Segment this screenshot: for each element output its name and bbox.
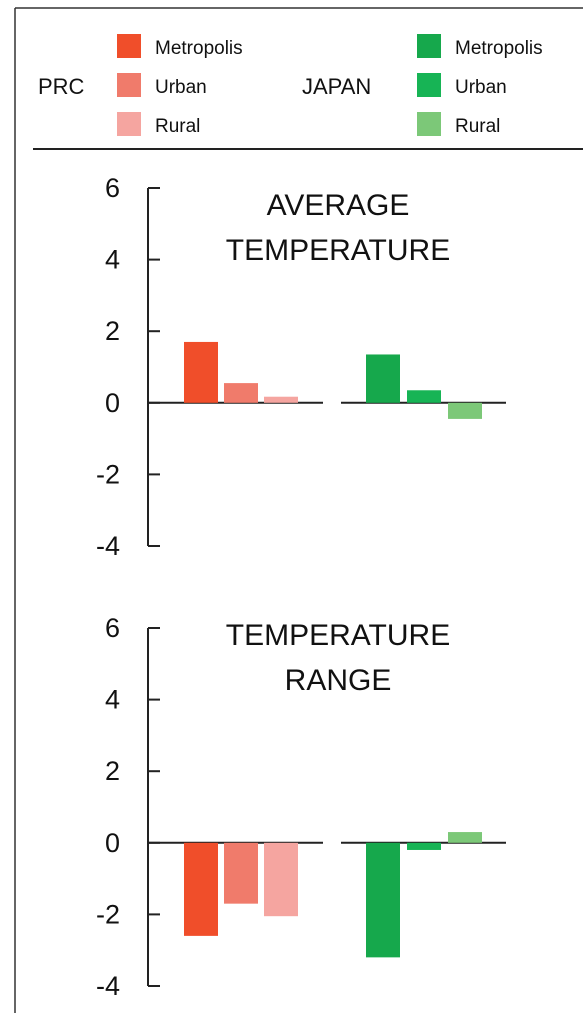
legend-swatch-japan-metropolis [417, 34, 441, 58]
legend-swatch-prc-urban [117, 73, 141, 97]
legend-group-prc: PRC [38, 74, 85, 99]
bar-prc-urban [224, 842, 258, 904]
chart-temperature-range: TEMPERATURE RANGE 6 4 2 0 -2 -4 [96, 613, 506, 1001]
y-tick-label: -2 [96, 899, 120, 929]
y-tick-label: 2 [105, 756, 120, 786]
y-tick-label: 6 [105, 613, 120, 643]
legend-label-japan-urban: Urban [455, 77, 507, 98]
bar-prc-metropolis [184, 341, 218, 403]
legend-label-japan-metropolis: Metropolis [455, 38, 543, 59]
legend-group-japan: JAPAN [302, 74, 371, 99]
legend-swatch-prc-metropolis [117, 34, 141, 58]
bar-japan-rural [448, 402, 482, 419]
y-tick-label: -4 [96, 531, 120, 561]
y-tick-label: 0 [105, 828, 120, 858]
y-tick-label: -4 [96, 971, 120, 1001]
y-tick-label: 4 [105, 685, 120, 715]
legend-label-prc-metropolis: Metropolis [155, 38, 243, 59]
bar-japan-metropolis [366, 354, 400, 403]
chart-title-line-1: AVERAGE [267, 189, 410, 222]
chart-average-temperature: AVERAGE TEMPERATURE 6 4 2 0 -2 -4 [96, 173, 506, 561]
legend-label-prc-rural: Rural [155, 116, 200, 137]
legend-swatch-japan-urban [417, 73, 441, 97]
legend-swatch-prc-rural [117, 112, 141, 136]
y-tick-label: 6 [105, 173, 120, 203]
bar-prc-rural [264, 842, 298, 917]
bar-japan-urban [407, 842, 441, 850]
y-tick-label: 0 [105, 388, 120, 418]
legend-swatch-japan-rural [417, 112, 441, 136]
chart-title-line-2: TEMPERATURE [226, 234, 450, 267]
legend: PRC JAPAN Metropolis Urban Rural Metropo… [38, 34, 543, 137]
bar-japan-metropolis [366, 842, 400, 958]
bar-prc-rural [264, 396, 298, 403]
y-tick-label: 4 [105, 245, 120, 275]
chart-title-line-2: RANGE [285, 664, 392, 697]
legend-label-japan-rural: Rural [455, 116, 500, 137]
bar-prc-urban [224, 383, 258, 403]
chart-title-line-1: TEMPERATURE [226, 619, 450, 652]
bar-japan-urban [407, 390, 441, 403]
legend-label-prc-urban: Urban [155, 77, 207, 98]
y-tick-label: 2 [105, 316, 120, 346]
bar-japan-rural [448, 832, 482, 843]
y-tick-label: -2 [96, 459, 120, 489]
bar-prc-metropolis [184, 842, 218, 936]
